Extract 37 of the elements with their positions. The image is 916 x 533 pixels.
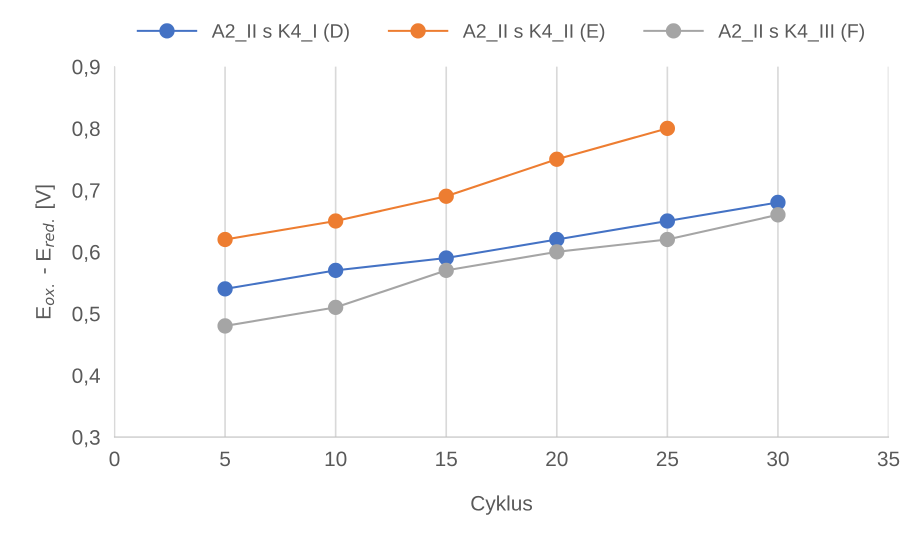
point	[438, 250, 454, 266]
y-tick-label: 0,4	[72, 368, 100, 386]
point	[438, 188, 454, 204]
point	[328, 300, 344, 316]
point	[660, 232, 676, 248]
legend-label: A2_II s K4_II (E)	[462, 24, 604, 42]
legend-label: A2_II s K4_I (D)	[212, 24, 349, 42]
x-tick-label: 0	[110, 452, 120, 466]
y-tick-label: 0,6	[72, 244, 100, 262]
point	[328, 213, 344, 229]
x-axis-title: Cyklus	[471, 495, 532, 515]
point	[438, 262, 454, 278]
y-tick-label: 0,5	[72, 306, 100, 324]
y-tick-label: 0,3	[72, 430, 100, 448]
x-tick-label: 35	[878, 452, 900, 466]
y-tick-label: 0,8	[72, 121, 100, 139]
point	[549, 152, 564, 167]
point	[660, 120, 676, 136]
x-tick-label: 30	[767, 452, 789, 466]
point	[217, 281, 233, 297]
x-tick-label: 25	[656, 452, 678, 466]
x-tick-label: 15	[436, 452, 457, 466]
point	[770, 194, 786, 210]
y-tick-label: 0,7	[72, 183, 100, 200]
point	[549, 244, 564, 260]
legend-label: A2_II s K4_III (F)	[718, 24, 864, 42]
point	[328, 262, 344, 278]
point	[217, 232, 233, 248]
x-tick-label: 20	[546, 452, 568, 466]
x-tick-label: 5	[220, 452, 230, 466]
point	[549, 232, 564, 248]
point	[660, 213, 676, 229]
y-axis-title: E$_{ox.}$ - E$_{red.}$ [V]	[35, 186, 55, 318]
y-tick-label: 0,9	[72, 60, 100, 77]
x-tick-label: 10	[326, 452, 346, 466]
point	[217, 318, 233, 334]
point	[770, 207, 786, 222]
